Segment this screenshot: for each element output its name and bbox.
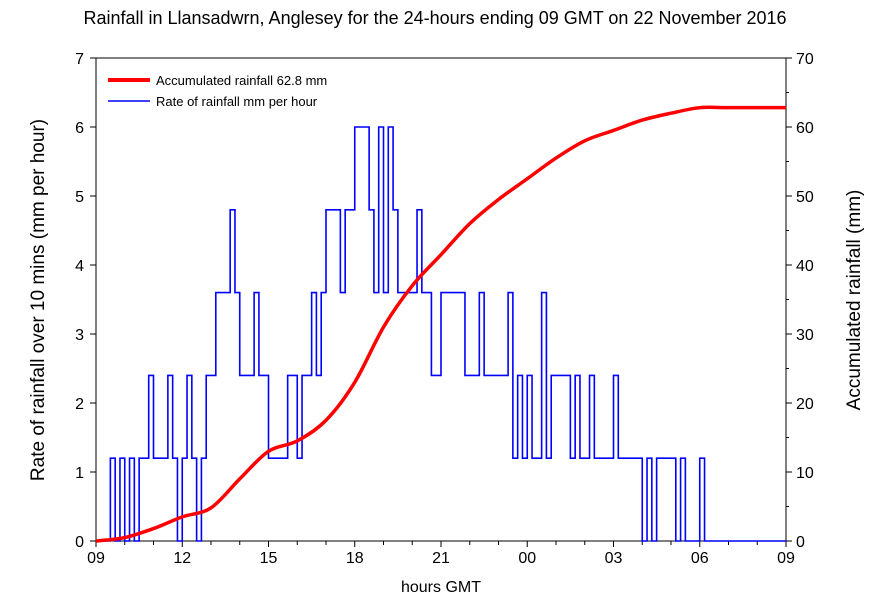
axes: 09 12 15 18 21 00 03 06 090123456701020304050607… [75,51,814,567]
y-axis-label-left: Rate of rainfall over 10 mins (mm per ho… [28,119,49,481]
y-tick-label-left: 0 [75,534,84,551]
x-tick-label: 12 [173,550,191,567]
legend-label-rate: Rate of rainfall mm per hour [156,94,318,109]
y-tick-label-right: 60 [796,120,814,137]
y-tick-label-left: 2 [75,396,84,413]
y-tick-label-left: 7 [75,51,84,68]
y-axis-label-right: Accumulated rainfall (mm) [844,190,865,411]
y-tick-label-right: 0 [796,534,805,551]
y-tick-label-left: 6 [75,120,84,137]
chart-title: Rainfall in Llansadwrn, Anglesey for the… [83,8,786,28]
x-tick-label: 00 [518,550,536,567]
y-tick-label-left: 3 [75,327,84,344]
y-tick-label-left: 5 [75,189,84,206]
x-tick-label: 03 [605,550,623,567]
x-tick-label: 06 [691,550,709,567]
series-accumulated-line [95,105,786,543]
x-tick-label: 09 [777,550,795,567]
x-tick-label: 18 [346,550,364,567]
x-axis-label: hours GMT [401,579,481,596]
legend: Accumulated rainfall 62.8 mm Rate of rai… [108,73,327,109]
y-tick-label-right: 10 [796,465,814,482]
y-tick-label-left: 4 [75,258,84,275]
series-rate-line [96,126,786,542]
x-tick-label: 21 [432,550,450,567]
y-tick-label-left: 1 [75,465,84,482]
y-tick-label-right: 40 [796,258,814,275]
chart-marks [95,105,786,543]
x-tick-label: 09 [87,550,105,567]
y-tick-label-right: 70 [796,51,814,68]
y-tick-label-right: 50 [796,189,814,206]
y-tick-label-right: 30 [796,327,814,344]
y-tick-label-right: 20 [796,396,814,413]
x-tick-label: 15 [260,550,278,567]
legend-label-accumulated: Accumulated rainfall 62.8 mm [156,73,327,88]
